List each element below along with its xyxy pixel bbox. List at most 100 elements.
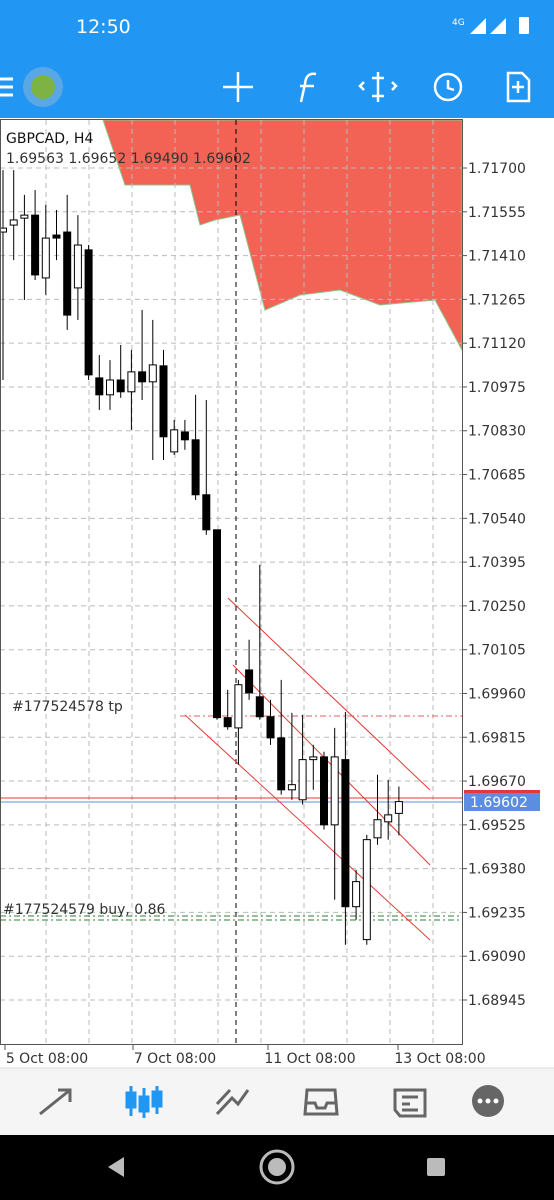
- x-tick-label: 5 Oct 08:00: [6, 1051, 88, 1067]
- new-order-icon[interactable]: [506, 71, 531, 103]
- ohlc-label: 1.69563 1.69652 1.69490 1.69602: [6, 151, 251, 167]
- candle-body: [320, 756, 328, 826]
- recents-button[interactable]: [427, 1158, 445, 1176]
- candle-body: [330, 756, 339, 826]
- crosshair-icon[interactable]: [223, 72, 253, 102]
- news-tab[interactable]: [393, 1088, 427, 1118]
- candle-body: [159, 365, 168, 438]
- x-tick-label: 11 Oct 08:00: [264, 1051, 355, 1067]
- signal-icon: [470, 18, 506, 34]
- battery-icon: [519, 17, 529, 34]
- x-tick-label: 13 Oct 08:00: [394, 1051, 485, 1067]
- candle-body: [234, 684, 243, 729]
- candle-body: [170, 429, 179, 453]
- buy-label: #177524579 buy, 0.86: [3, 902, 166, 918]
- candle-body: [63, 231, 72, 316]
- y-tick-label: 1.71555: [468, 205, 526, 221]
- clock: 12:50: [76, 16, 131, 38]
- trade-tab[interactable]: [215, 1088, 250, 1116]
- y-tick-label: 1.70250: [468, 599, 526, 615]
- candle-body: [394, 801, 403, 814]
- y-tick-label: 1.70685: [468, 468, 526, 484]
- y-tick-label: 1.71265: [468, 292, 526, 308]
- symbol-label: GBPCAD, H4: [6, 131, 93, 147]
- y-tick-label: 1.70975: [468, 380, 526, 396]
- y-tick-label: 1.70830: [468, 424, 526, 440]
- candle-body: [52, 234, 61, 239]
- indicator-cloud: [102, 119, 463, 351]
- candle-body: [138, 371, 147, 383]
- candle-body: [255, 696, 264, 718]
- back-button[interactable]: [108, 1157, 124, 1177]
- y-tick-label: 1.71410: [468, 249, 526, 265]
- candle-body: [373, 819, 382, 839]
- indicators-icon[interactable]: [299, 72, 317, 103]
- candle-body: [213, 529, 221, 719]
- candle-body: [95, 377, 104, 396]
- app-header: [0, 0, 554, 118]
- bottom-nav: [0, 1068, 554, 1135]
- y-tick-label: 1.70105: [468, 643, 526, 659]
- candle-body: [20, 214, 29, 219]
- home-button-inner: [268, 1158, 286, 1176]
- candle-body: [31, 214, 40, 276]
- candle-body: [84, 249, 93, 376]
- candle-body: [266, 716, 275, 739]
- network: 4G: [452, 18, 465, 28]
- price-tag-label: 1.69602: [470, 795, 528, 811]
- y-tick-label: 1.69380: [468, 862, 526, 878]
- candle-body: [245, 669, 254, 694]
- price-tag: [464, 793, 540, 811]
- y-tick-label: 1.69235: [468, 905, 526, 921]
- history-icon[interactable]: [433, 72, 463, 102]
- candle-body: [202, 494, 211, 531]
- candle-body: [180, 431, 189, 441]
- y-tick-label: 1.69670: [468, 774, 526, 790]
- candle-body: [309, 756, 318, 761]
- chat-dot: [477, 1098, 483, 1104]
- app-logo-inner: [31, 75, 55, 99]
- home-button[interactable]: [259, 1149, 295, 1185]
- quotes-tab[interactable]: [39, 1088, 72, 1116]
- candle-body: [298, 759, 307, 801]
- history-tab[interactable]: [303, 1088, 339, 1116]
- y-tick-label: 1.71120: [468, 336, 526, 352]
- y-tick-label: 1.69960: [468, 686, 526, 702]
- y-tick-label: 1.68945: [468, 993, 526, 1009]
- candle-body: [191, 439, 200, 496]
- candle-body: [9, 219, 18, 226]
- y-tick-label: 1.69525: [468, 818, 526, 834]
- candle-body: [223, 717, 232, 728]
- x-tick-label: 7 Oct 08:00: [134, 1051, 216, 1067]
- chart-tab[interactable]: [125, 1086, 163, 1118]
- candle-body: [384, 814, 393, 823]
- candle-body: [362, 839, 371, 941]
- candle-body: [277, 737, 286, 791]
- menu-icon[interactable]: [0, 77, 13, 97]
- candle-body: [106, 379, 114, 396]
- chart-frame: [0, 119, 463, 1045]
- candle-body: [341, 759, 350, 908]
- y-tick-label: 1.70540: [468, 511, 526, 527]
- trade-icon[interactable]: [358, 72, 398, 102]
- y-tick-label: 1.69815: [468, 730, 526, 746]
- y-tick-label: 1.70395: [468, 555, 526, 571]
- candle-body: [352, 881, 361, 908]
- chat-dot: [485, 1098, 491, 1104]
- candle-body: [41, 237, 50, 279]
- channel-line: [184, 714, 431, 941]
- candle-body: [73, 244, 82, 289]
- candle-body: [287, 784, 296, 791]
- candle-body: [116, 379, 125, 393]
- tp-label: #177524578 tp: [12, 699, 123, 715]
- ask-tag: [464, 790, 540, 794]
- channel-line: [227, 597, 431, 791]
- candle-body: [127, 371, 136, 393]
- y-tick-label: 1.69090: [468, 949, 526, 965]
- candle-body: [148, 364, 157, 383]
- candle-body: [0, 227, 7, 233]
- y-tick-label: 1.71700: [468, 161, 526, 177]
- chat-dot: [493, 1098, 499, 1104]
